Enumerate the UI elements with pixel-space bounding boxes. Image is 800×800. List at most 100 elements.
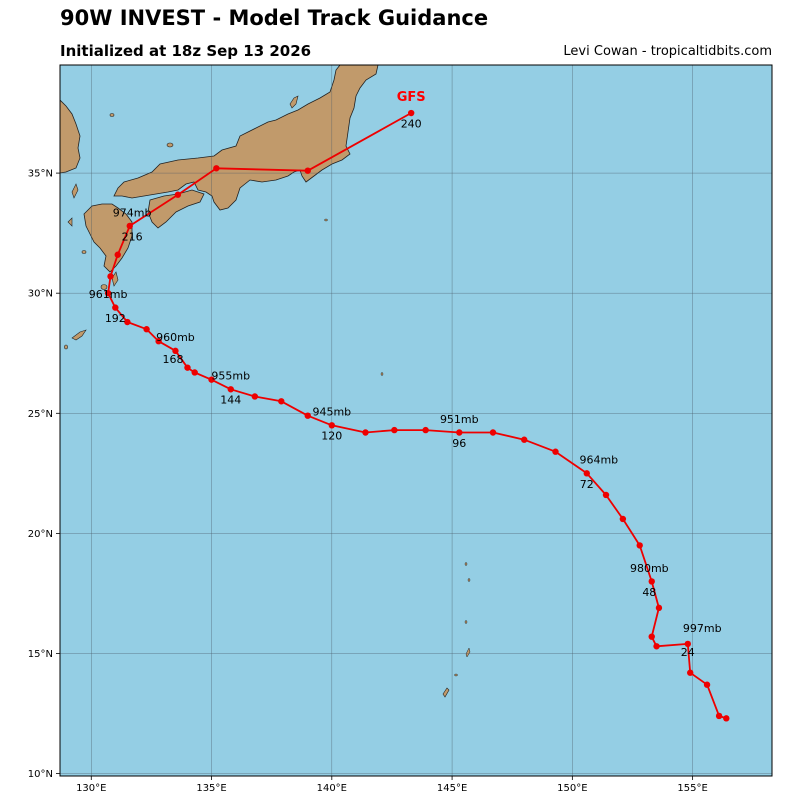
- init-time-subtitle: Initialized at 18z Sep 13 2026: [60, 42, 312, 60]
- track-point: [191, 369, 198, 376]
- track-point: [227, 386, 234, 393]
- lat-tick-label: 20°N: [28, 529, 53, 540]
- track-point: [583, 470, 590, 477]
- track-point: [648, 578, 655, 585]
- page-title: 90W INVEST - Model Track Guidance: [60, 6, 489, 30]
- track-point: [703, 681, 711, 688]
- amami-island: [81, 250, 87, 254]
- track-point: [174, 191, 182, 198]
- track-annotation: 240: [401, 117, 422, 130]
- track-point: [653, 643, 660, 650]
- label-layer: 997mb 24 980mb 48 964mb 72 951mb 96 945mb 120 955m…: [89, 90, 722, 659]
- lat-tick-label: 15°N: [28, 649, 53, 660]
- track-point: [112, 304, 119, 311]
- lat-tick-label: 25°N: [28, 409, 53, 420]
- lon-tick-label: 140°E: [317, 783, 347, 794]
- track-point: [422, 426, 429, 434]
- model-label: GFS: [397, 90, 426, 105]
- track-point: [636, 542, 643, 549]
- track-annotation: 955mb: [211, 370, 250, 383]
- tsushima-island: [71, 183, 79, 199]
- guam-island: [442, 687, 450, 698]
- track-point: [521, 436, 528, 443]
- lat-tick-label: 10°N: [28, 769, 53, 780]
- ryukyu-small-island: [64, 344, 68, 350]
- mainland-landmass: [60, 99, 81, 174]
- track-point: [619, 515, 627, 523]
- track-point: [208, 376, 215, 383]
- track-point: [107, 273, 114, 280]
- lon-tick-label: 155°E: [677, 783, 707, 794]
- track-point: [655, 604, 663, 612]
- track-point: [391, 426, 398, 434]
- mariana-island-1: [464, 562, 468, 566]
- track-point: [328, 422, 336, 429]
- oki-island: [166, 142, 174, 148]
- track-point: [126, 222, 133, 230]
- track-annotation: 48: [642, 586, 656, 599]
- lon-tick-label: 130°E: [76, 783, 106, 794]
- track-point: [552, 448, 559, 455]
- lon-tick-label: 145°E: [437, 783, 467, 794]
- sado-island: [289, 95, 299, 109]
- track-annotation: 961mb: [89, 288, 128, 301]
- track-point: [213, 165, 220, 172]
- track-point: [715, 712, 723, 720]
- track-point: [278, 398, 285, 405]
- axis-ticks: 130°E 135°E 140°E 145°E 150°E 155°E 10°N 15°N 20…: [28, 169, 708, 794]
- track-point: [362, 429, 369, 436]
- lon-tick-label: 135°E: [196, 783, 226, 794]
- track-annotation: 24: [681, 646, 695, 659]
- land-layer: [60, 65, 471, 698]
- honshu-island: [113, 65, 379, 211]
- track-annotation: 951mb: [440, 413, 479, 426]
- track-point: [304, 412, 311, 419]
- track-point: [687, 669, 694, 676]
- small-island: [109, 113, 115, 117]
- track-annotation: 120: [321, 430, 342, 443]
- track-point: [155, 338, 162, 345]
- track-annotation: 974mb: [113, 206, 152, 219]
- track-point: [104, 289, 112, 297]
- track-point: [648, 633, 655, 640]
- okinawa-island: [71, 329, 87, 341]
- track-point: [172, 347, 179, 355]
- track-point: [114, 251, 121, 258]
- track-point: [407, 109, 415, 117]
- track-annotation: 72: [580, 478, 594, 491]
- mariana-island-2: [467, 578, 471, 582]
- lat-tick-label: 30°N: [28, 289, 53, 300]
- track-annotation: 216: [122, 230, 143, 243]
- track-annotation: 960mb: [156, 331, 195, 344]
- bonin-island: [380, 372, 384, 376]
- track-point: [684, 640, 692, 648]
- gridlines: [60, 65, 772, 776]
- track-point: [143, 326, 150, 333]
- track-annotation: 964mb: [579, 454, 618, 467]
- track-point: [489, 429, 497, 436]
- goto-islands: [67, 217, 73, 227]
- track-point: [602, 491, 610, 499]
- track-point: [456, 429, 463, 436]
- yakushima-island: [100, 284, 108, 290]
- izu-island: [324, 218, 328, 222]
- credit-text: Levi Cowan - tropicaltidbits.com: [563, 44, 772, 59]
- track-annotation: 945mb: [312, 406, 351, 419]
- track-annotation: 997mb: [683, 622, 722, 635]
- track-point: [304, 167, 311, 174]
- track-annotation: 144: [220, 394, 241, 407]
- track-annotation: 168: [163, 353, 184, 366]
- track-annotation: 980mb: [630, 562, 669, 575]
- tanegashima-island: [111, 271, 119, 287]
- track-point: [251, 393, 259, 400]
- plot-frame: [59, 64, 773, 777]
- track-annotation: 96: [452, 437, 466, 450]
- track-point: [184, 364, 191, 371]
- rota-island: [454, 673, 458, 677]
- lon-tick-label: 150°E: [557, 783, 587, 794]
- mariana-island-3: [464, 620, 468, 624]
- track-point: [723, 715, 730, 722]
- saipan-island: [465, 647, 471, 658]
- track-point: [124, 318, 131, 326]
